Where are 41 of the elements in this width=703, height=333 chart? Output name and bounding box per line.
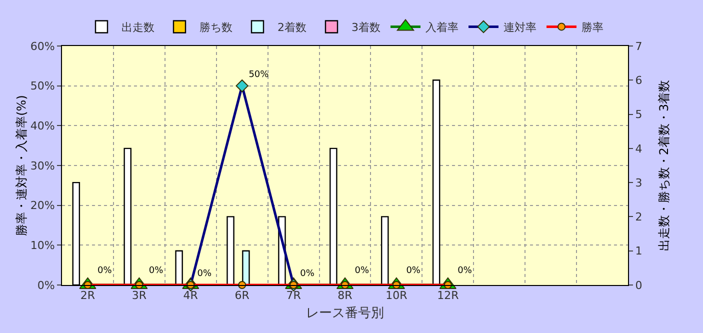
x-tick-label: 8R — [338, 289, 353, 302]
legend-label: 出走数 — [122, 21, 154, 34]
legend-label: 3着数 — [352, 21, 380, 34]
y-tick-label: 60% — [30, 40, 55, 53]
y-tick-label: 0% — [37, 278, 55, 292]
x-tick-label: 6R — [234, 289, 250, 302]
y-tick-label: 10% — [30, 239, 55, 252]
y-tick-label: 50% — [30, 80, 55, 93]
y-tick-label: 40% — [30, 120, 55, 133]
y2-axis-title: 出走数・勝ち数・2着数・3着数 — [657, 80, 671, 252]
data-label: 0% — [148, 266, 164, 276]
y2-tick-label: 1 — [635, 244, 642, 258]
data-label: 0% — [458, 266, 472, 276]
data-label: 0% — [354, 266, 370, 276]
y2-tick-label: 3 — [635, 176, 642, 190]
data-label: 0% — [97, 266, 112, 276]
y-tick-label: 30% — [30, 159, 55, 172]
legend-label: 勝ち数 — [200, 21, 232, 34]
y2-tick-label: 7 — [635, 40, 642, 53]
legend-label: 勝率 — [582, 21, 604, 34]
x-tick-label: 4R — [183, 289, 198, 302]
x-tick-label: 2R — [80, 289, 96, 302]
legend-label: 2着数 — [278, 21, 306, 34]
y2-tick-label: 2 — [635, 210, 642, 224]
data-label: 0% — [406, 266, 421, 276]
y-tick-label: 20% — [30, 199, 55, 212]
y2-tick-label: 0 — [635, 278, 642, 292]
y2-tick-label: 5 — [635, 108, 642, 122]
y2-tick-label: 6 — [635, 74, 642, 87]
data-label: 50% — [248, 70, 270, 80]
data-label: 0% — [300, 269, 315, 280]
x-tick-label: 12R — [437, 289, 460, 302]
legend-label: 連対率 — [504, 21, 536, 34]
y-axis-title: 勝率・連対率・入着率(%) — [14, 95, 28, 236]
x-tick-label: 3R — [132, 289, 147, 302]
data-label: 0% — [197, 269, 212, 280]
x-tick-label: 7R — [286, 289, 302, 302]
y2-tick-label: 4 — [635, 142, 642, 156]
legend-label: 入着率 — [426, 21, 458, 34]
x-axis-title: レース番号別 — [306, 306, 384, 321]
x-tick-label: 10R — [386, 289, 408, 302]
